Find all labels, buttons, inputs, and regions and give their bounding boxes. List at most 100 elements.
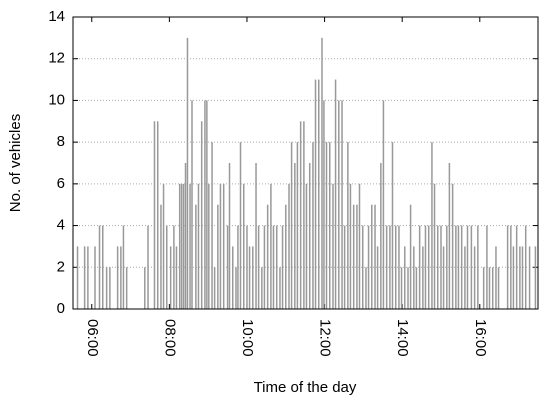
bar <box>166 225 168 309</box>
bar <box>308 163 311 309</box>
y-tick-label: 12 <box>48 50 65 67</box>
bar <box>160 204 162 309</box>
bar <box>252 246 254 309</box>
bar <box>76 246 79 309</box>
bar <box>409 204 412 309</box>
bar <box>94 246 96 309</box>
bar <box>98 225 101 309</box>
bar <box>424 225 427 309</box>
bar <box>473 246 476 309</box>
bar <box>440 225 442 309</box>
x-tick-label: 08:00 <box>161 319 178 357</box>
bar <box>246 225 248 309</box>
bar <box>442 246 445 309</box>
bar <box>512 246 515 309</box>
bar <box>524 225 527 309</box>
bar <box>407 267 409 309</box>
bar <box>321 37 323 309</box>
bar <box>457 225 460 309</box>
bar <box>376 246 379 309</box>
bar <box>285 204 287 309</box>
bar <box>109 267 111 309</box>
bar <box>208 183 210 309</box>
bar <box>290 142 293 309</box>
bar <box>400 267 403 309</box>
bar <box>415 267 418 309</box>
bar <box>228 163 231 309</box>
x-tick-label: 14:00 <box>394 319 411 357</box>
bar <box>433 183 436 309</box>
bar <box>288 183 290 309</box>
bar <box>156 121 159 310</box>
bar <box>237 225 239 309</box>
bar <box>257 225 260 309</box>
bar <box>144 267 146 309</box>
bar <box>279 267 281 309</box>
bar <box>455 225 457 309</box>
bar <box>349 183 352 309</box>
bar <box>178 183 181 309</box>
bar <box>191 100 193 309</box>
bar <box>329 142 331 309</box>
bar <box>195 204 197 309</box>
bar <box>464 246 466 309</box>
bar <box>83 246 86 309</box>
bar <box>371 204 373 309</box>
bar <box>147 225 149 309</box>
y-tick-label: 10 <box>48 91 65 108</box>
bar <box>226 225 229 309</box>
bar <box>312 142 314 309</box>
bar <box>343 225 346 309</box>
bar <box>281 225 284 309</box>
bar <box>222 183 225 309</box>
plot-frame <box>72 16 539 310</box>
bar <box>367 225 370 309</box>
bar <box>506 225 509 309</box>
x-axis-label: Time of the day <box>254 379 357 396</box>
bar <box>197 183 200 309</box>
bar <box>460 225 463 309</box>
bar <box>488 267 491 309</box>
bar <box>528 246 531 309</box>
bar <box>332 183 334 309</box>
bar <box>122 225 125 309</box>
bar <box>125 267 128 309</box>
bar <box>398 225 400 309</box>
bar <box>510 225 512 309</box>
bar <box>263 225 266 309</box>
bar <box>173 225 175 309</box>
bar <box>248 246 251 309</box>
y-tick-label: 2 <box>57 258 65 275</box>
y-tick-label: 14 <box>48 8 65 25</box>
bar <box>275 225 278 309</box>
x-tick-label: 16:00 <box>472 319 489 357</box>
bar <box>451 183 454 309</box>
bar <box>189 183 191 309</box>
y-tick-label: 0 <box>57 300 65 317</box>
bar <box>120 246 122 309</box>
bar <box>261 267 263 309</box>
bar <box>497 267 500 309</box>
bar <box>87 246 89 309</box>
bar <box>182 183 185 309</box>
bar <box>272 225 275 309</box>
bar <box>404 246 406 309</box>
bar <box>477 225 479 309</box>
y-tick-label: 4 <box>57 217 65 234</box>
bar <box>341 100 343 309</box>
bar <box>239 142 242 309</box>
bar <box>105 267 108 309</box>
bar <box>361 225 364 309</box>
bar <box>358 183 361 309</box>
bar <box>231 246 234 309</box>
x-tick-label: 12:00 <box>317 319 334 357</box>
bar <box>437 225 439 309</box>
bar <box>314 79 317 309</box>
bar <box>534 246 537 309</box>
bar <box>235 267 237 309</box>
bar <box>352 204 355 309</box>
bar <box>305 183 308 309</box>
bar <box>427 225 430 309</box>
bar <box>418 225 421 309</box>
